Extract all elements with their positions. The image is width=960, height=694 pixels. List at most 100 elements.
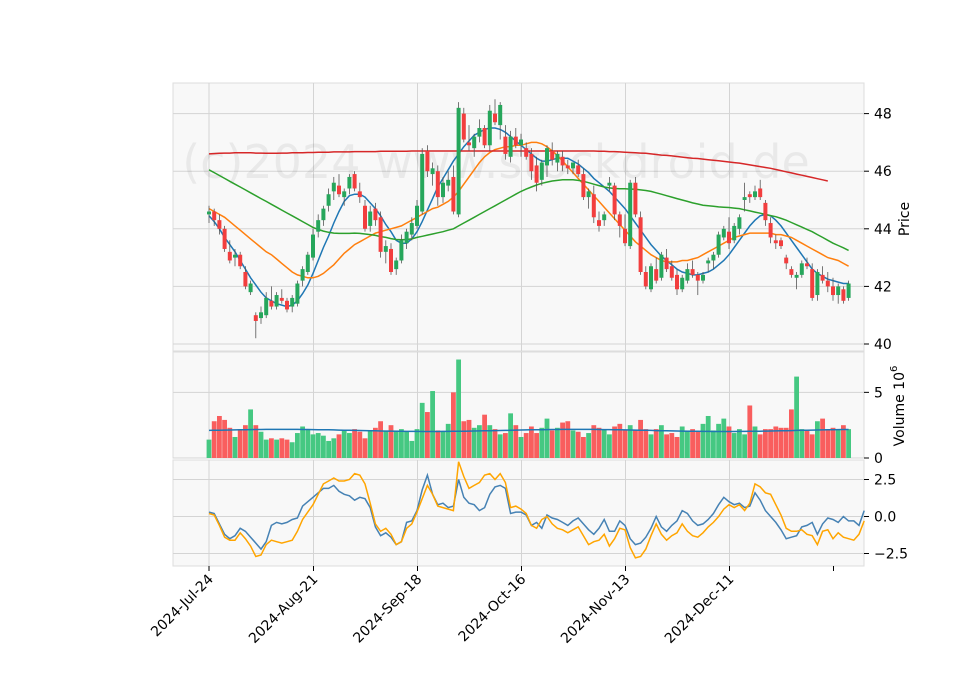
price-moving-averages: [208, 127, 849, 308]
candle-body: [259, 312, 263, 319]
volume-bar: [399, 429, 404, 458]
candle-body: [820, 274, 825, 281]
indicator-tick-label: 0.0: [874, 510, 896, 526]
candle-body: [207, 211, 211, 215]
volume-bar: [310, 434, 316, 458]
volume-bar: [669, 433, 675, 458]
volume-bar: [690, 429, 695, 458]
candle-body: [285, 300, 289, 310]
volume-bar: [258, 431, 264, 458]
candle-body: [576, 165, 581, 175]
candle-body: [742, 197, 747, 200]
candle-body: [799, 263, 804, 275]
candle-body: [597, 220, 601, 226]
volume-bar: [362, 438, 368, 458]
candle-body: [695, 274, 700, 281]
candle-body: [425, 151, 430, 172]
volume-bar: [451, 392, 456, 458]
volume-bar: [711, 430, 716, 458]
volume-bar: [601, 429, 607, 458]
volume-axis-label-exponent: 6: [889, 366, 900, 372]
candle-body: [227, 251, 232, 261]
volume-bar: [378, 421, 383, 458]
candle-body: [446, 179, 451, 186]
candle-body: [784, 257, 789, 264]
volume-bar: [622, 430, 628, 458]
candle-body: [415, 205, 419, 226]
volume-bar: [544, 418, 550, 458]
volume-bar: [393, 430, 399, 458]
price-panel-bg: [172, 82, 865, 352]
volume-bar: [783, 427, 789, 458]
candle-body: [685, 269, 690, 281]
volume-bar: [206, 439, 212, 458]
candle-body: [435, 171, 440, 198]
candle-body: [716, 234, 721, 255]
volume-bar: [643, 429, 649, 458]
candle-body: [233, 254, 237, 258]
candle-body: [212, 211, 217, 221]
candle-body: [680, 277, 685, 290]
volume-bar: [461, 421, 467, 458]
candle-body: [825, 280, 830, 287]
volume-bar: [778, 427, 784, 458]
volume-bar: [841, 425, 846, 458]
volume-bar: [607, 434, 612, 458]
volume-bar: [742, 434, 747, 458]
candle-body: [363, 205, 367, 229]
candle-body: [529, 153, 534, 172]
candle-body: [643, 272, 648, 287]
candle-body: [789, 269, 794, 275]
volume-bar: [326, 440, 331, 458]
volume-axis-label: Volume 106: [889, 366, 908, 447]
volume-bar: [815, 421, 820, 458]
volume-bar: [425, 412, 430, 458]
volume-bar: [653, 429, 659, 458]
volume-average: [208, 428, 849, 433]
candle-body: [545, 148, 549, 166]
candle-body: [472, 136, 477, 149]
volume-bars: [206, 359, 851, 458]
candle-body: [586, 191, 591, 198]
volume-bar: [253, 425, 259, 458]
volume-bar: [211, 421, 217, 458]
volume-bar: [586, 433, 591, 458]
candle-body: [649, 266, 653, 290]
candle-body: [264, 297, 269, 316]
candle-body: [383, 246, 388, 252]
volume-bar: [331, 438, 337, 458]
candle-body: [222, 228, 227, 249]
candle-body: [342, 191, 347, 198]
volume-bar: [737, 429, 742, 458]
volume-bar: [804, 430, 810, 458]
candle-body: [441, 182, 445, 198]
volume-bar: [503, 433, 508, 458]
volume-bar: [409, 440, 415, 458]
volume-bar: [794, 376, 799, 458]
candle-body: [487, 110, 492, 146]
candle-body: [352, 174, 357, 189]
candle-body: [451, 176, 456, 212]
volume-bar: [274, 439, 279, 458]
volume-bar: [835, 429, 841, 458]
volume-bar: [248, 409, 253, 458]
price-tick-label: 42: [874, 279, 892, 295]
volume-bar: [440, 431, 446, 458]
candle-body: [638, 217, 643, 272]
candlesticks: [207, 99, 851, 339]
candle-body: [389, 248, 393, 272]
candle-body: [763, 202, 768, 221]
volume-bar: [289, 442, 295, 458]
candle-body: [326, 194, 331, 206]
volume-bar: [679, 426, 685, 458]
volume-bar: [809, 434, 815, 458]
candle-body: [565, 165, 570, 169]
candle-body: [482, 128, 487, 146]
volume-ma-line: [208, 428, 849, 433]
candle-body: [274, 295, 279, 307]
candle-body: [519, 139, 523, 146]
candle-body: [357, 191, 362, 198]
volume-bar: [305, 429, 311, 458]
candle-body: [602, 214, 607, 221]
